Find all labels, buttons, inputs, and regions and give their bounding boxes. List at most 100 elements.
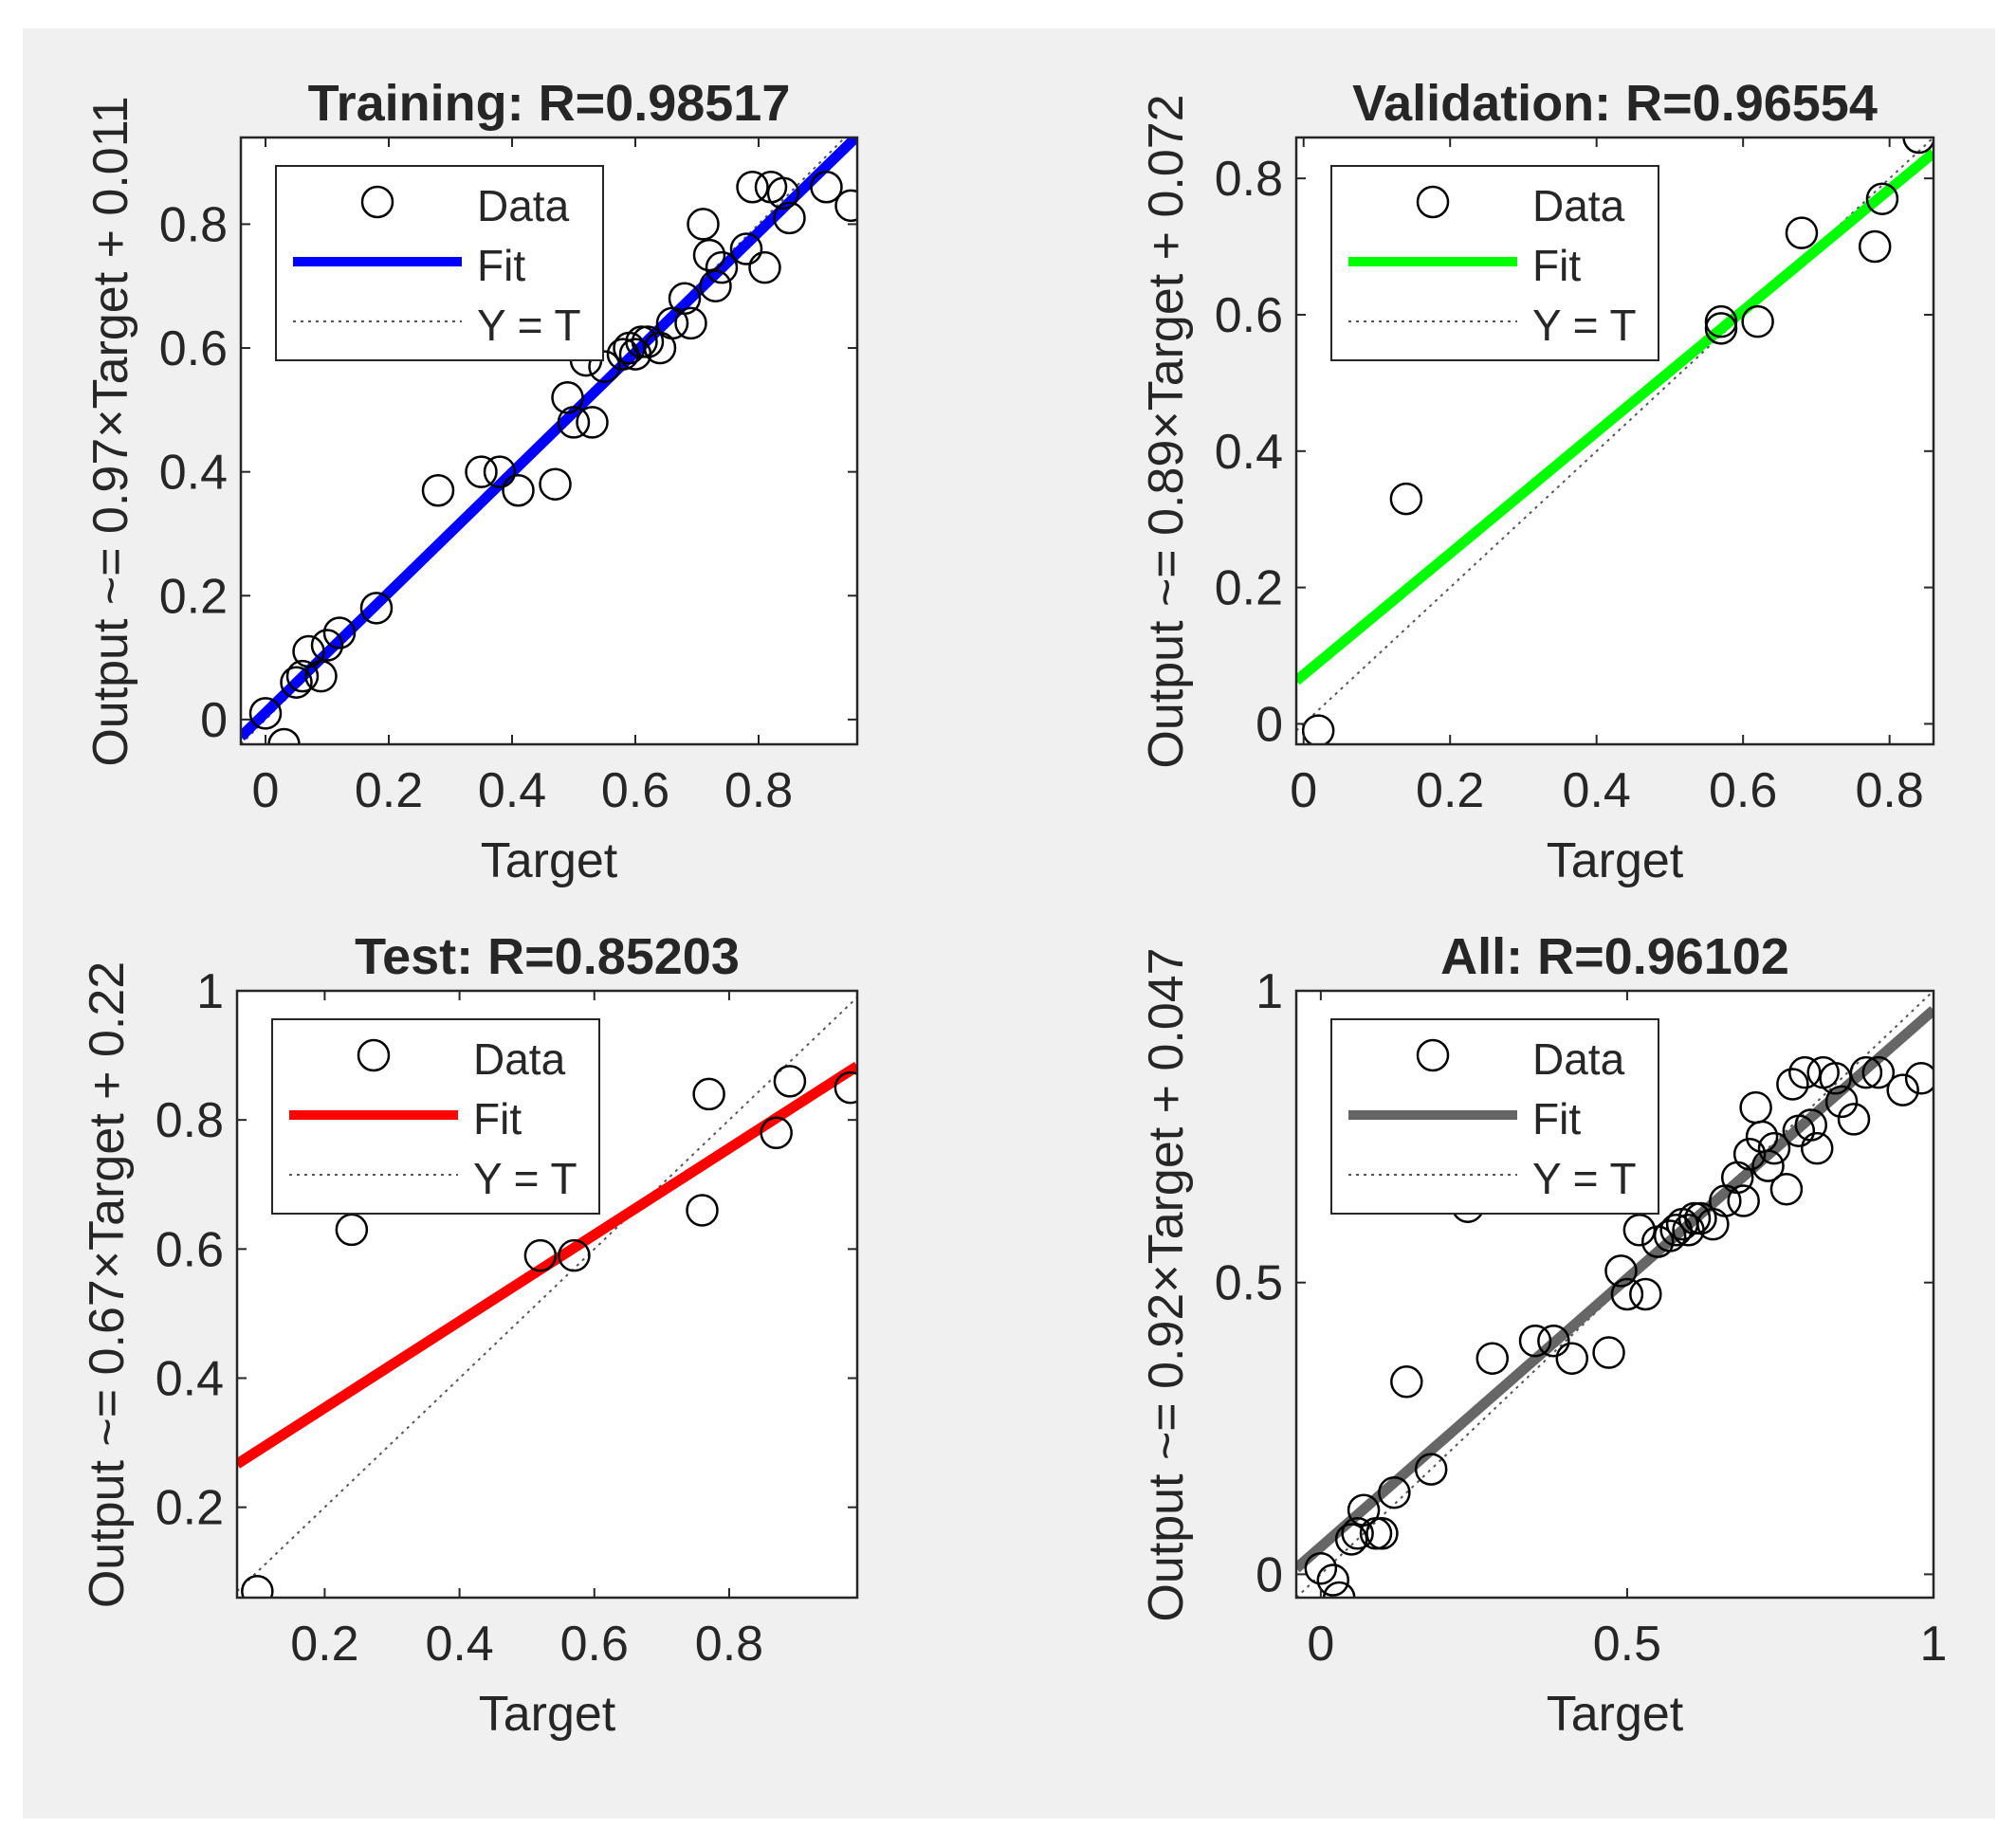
data-point <box>1741 304 1774 338</box>
data-point <box>1475 1342 1510 1375</box>
data-point <box>1301 714 1335 744</box>
y-tick-label: 0.2 <box>1215 561 1283 616</box>
y-tick-label: 0.6 <box>1215 288 1283 343</box>
legend-label-data: Data <box>1532 181 1625 230</box>
panel-2: 0 0.2 0.4 0.6 0.8 0 0.2 0.4 0.6 0.8 Validation: R=… <box>1139 75 1935 888</box>
legend-label-identity: Y = T <box>1532 301 1637 350</box>
y-tick-label: 0.4 <box>1215 425 1283 480</box>
data-point <box>1365 1517 1399 1550</box>
data-point <box>1902 137 1934 155</box>
y-tick-label: 0.5 <box>1215 1256 1283 1311</box>
data-point <box>1776 1068 1809 1101</box>
chart-title: All: R=0.96102 <box>1440 928 1789 985</box>
data-point <box>1819 1062 1852 1095</box>
y-tick-label: 1 <box>1255 964 1283 1019</box>
legend-label-identity: Y = T <box>477 301 581 350</box>
legend-label-identity: Y = T <box>1532 1154 1637 1203</box>
data-point <box>1316 1564 1350 1597</box>
data-point <box>576 406 609 439</box>
y-axis-label: Output ~= 0.92×Target + 0.047 <box>1139 947 1194 1621</box>
identity-line <box>237 997 857 1592</box>
data-point <box>280 666 313 699</box>
chart-title: Training: R=0.98517 <box>308 75 791 132</box>
data-point <box>421 473 455 507</box>
data-point <box>1788 1055 1822 1089</box>
data-point <box>1858 229 1892 264</box>
data-point <box>1341 1517 1374 1550</box>
data-point <box>1677 1201 1712 1235</box>
data-point <box>760 1116 793 1150</box>
legend: Data Fit Y = T <box>1330 1018 1659 1215</box>
chart-title: Validation: R=0.96554 <box>1352 75 1878 132</box>
data-point <box>692 238 726 272</box>
data-point <box>1727 1184 1760 1217</box>
data-point <box>625 325 658 358</box>
data-point <box>1555 1342 1589 1375</box>
y-tick-label: 0.4 <box>159 446 228 501</box>
x-axis-label: Target <box>479 1687 616 1742</box>
x-tick-label: 0.6 <box>601 763 669 818</box>
x-tick-label: 0.6 <box>560 1617 629 1672</box>
data-point <box>359 592 394 625</box>
panel-1: 0 0.2 0.4 0.6 0.8 0 0.2 0.4 0.6 0.8 Training: R=0.… <box>83 75 859 888</box>
data-point <box>1304 1551 1338 1585</box>
x-tick-label: 0 <box>1290 763 1317 818</box>
fit-line <box>1296 149 1934 686</box>
legend-data-marker <box>360 185 394 219</box>
legend-label-fit: Fit <box>477 241 525 290</box>
data-point <box>1629 1277 1662 1311</box>
x-tick-label: 0.8 <box>724 763 793 818</box>
data-point <box>1769 1172 1804 1206</box>
axes-frame <box>1294 989 1935 1600</box>
data-point <box>304 659 338 693</box>
legend-data-marker <box>1416 185 1450 219</box>
x-tick-label: 0.2 <box>355 763 423 818</box>
legend-label-fit: Fit <box>473 1094 522 1143</box>
data-point <box>674 306 707 340</box>
legend-label-identity: Y = T <box>473 1154 577 1203</box>
y-tick-label: 0.4 <box>156 1352 224 1407</box>
data-point <box>1378 1475 1411 1509</box>
x-tick-label: 0.8 <box>1856 763 1924 818</box>
data-point <box>502 473 535 507</box>
data-point <box>705 250 739 284</box>
data-point <box>1861 1055 1896 1089</box>
legend-data-marker <box>1416 1038 1450 1072</box>
data-point <box>1592 1336 1625 1369</box>
y-tick-label: 1 <box>196 964 224 1019</box>
data-point <box>736 170 769 204</box>
data-point <box>558 1238 591 1272</box>
x-tick-label: 0.4 <box>478 763 546 818</box>
data-point <box>810 170 843 204</box>
legend: Data Fit Y = T <box>275 165 604 361</box>
data-point <box>285 659 320 693</box>
x-tick-label: 0.2 <box>1416 763 1484 818</box>
axes-frame <box>1294 136 1935 746</box>
x-axis-label: Target <box>481 833 618 888</box>
axes-frame <box>235 989 859 1600</box>
y-tick-label: 0.8 <box>159 197 228 252</box>
data-point <box>1757 1131 1791 1165</box>
data-point <box>523 1238 558 1272</box>
identity-line <box>241 137 846 744</box>
data-point <box>1414 1453 1448 1486</box>
data-point <box>1704 304 1738 338</box>
y-tick-label: 0.2 <box>156 1481 224 1536</box>
data-point <box>1610 1277 1644 1311</box>
x-tick-label: 0.4 <box>1563 763 1631 818</box>
axes-frame <box>239 136 859 746</box>
x-tick-label: 0 <box>1307 1617 1334 1672</box>
data-point <box>557 406 591 439</box>
y-axis-label: Output ~= 0.97×Target + 0.011 <box>83 96 138 766</box>
data-point <box>1785 216 1819 249</box>
plot-area <box>237 997 857 1598</box>
data-point <box>766 176 800 210</box>
data-point <box>668 282 702 316</box>
x-axis-label: Target <box>1547 1687 1684 1742</box>
data-point <box>1537 1324 1570 1358</box>
legend-label-fit: Fit <box>1532 1094 1581 1143</box>
panel-4: 0 0.5 1 0 0.5 1 All: R=0.96102 Target Output ~= … <box>1139 928 1947 1742</box>
data-point <box>692 1077 725 1111</box>
data-point <box>1322 1581 1356 1598</box>
data-point <box>267 727 301 744</box>
